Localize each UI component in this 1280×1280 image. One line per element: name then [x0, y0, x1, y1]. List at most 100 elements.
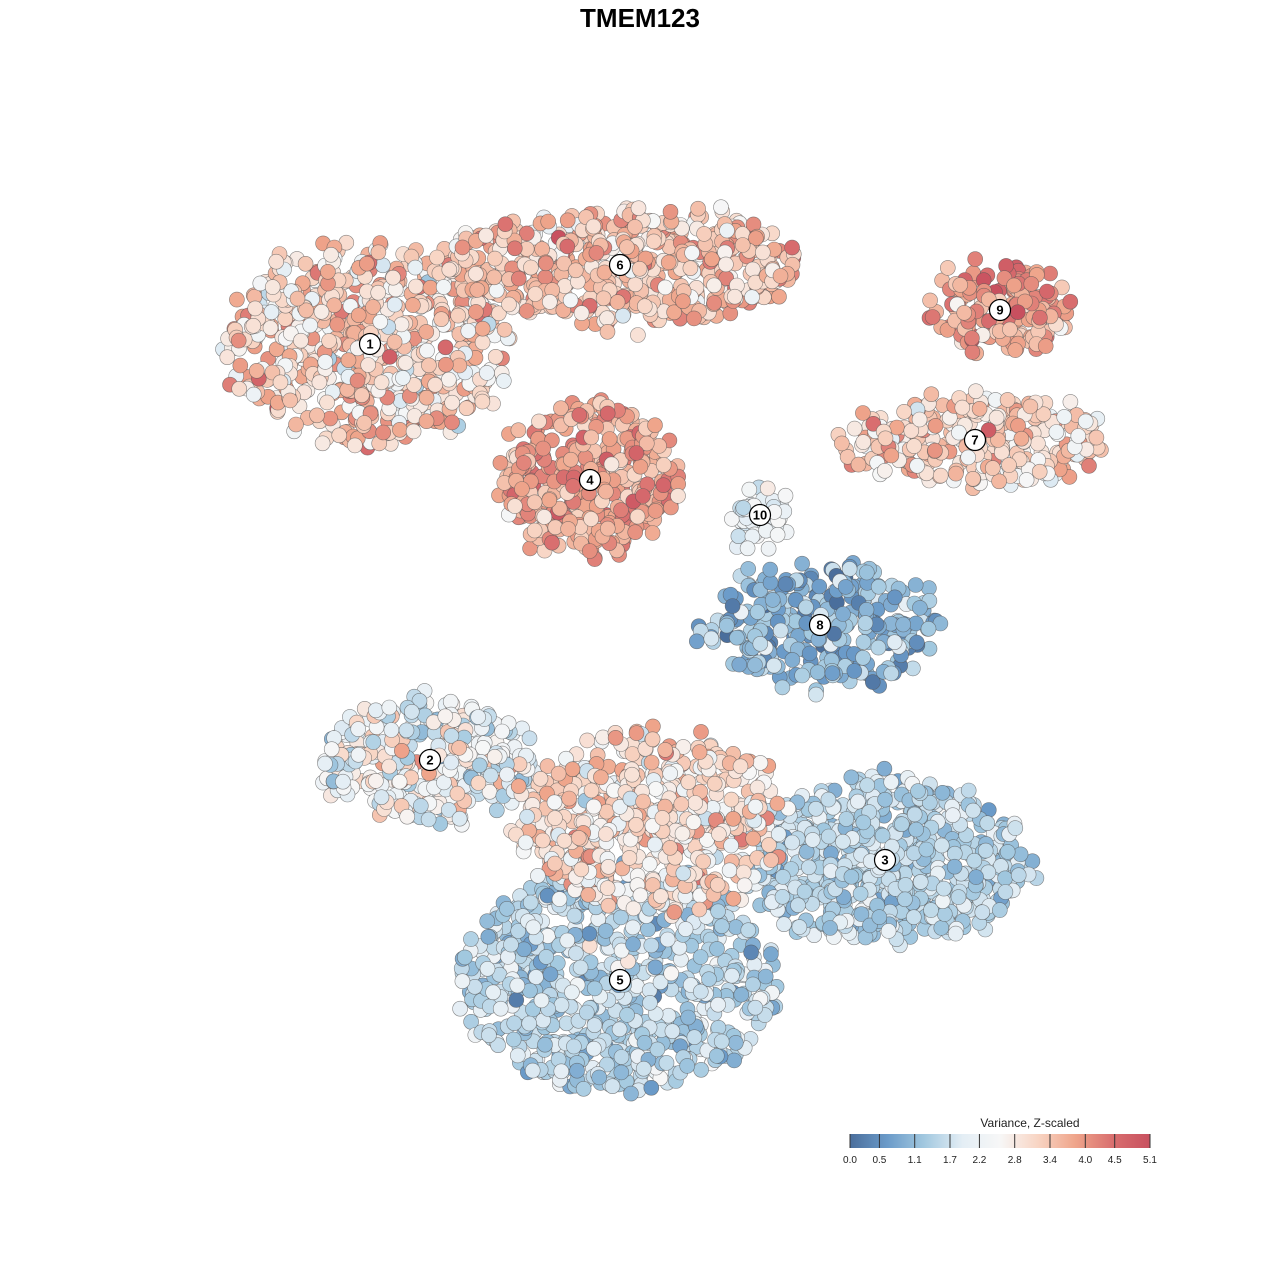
data-point — [485, 984, 501, 1001]
data-point — [353, 387, 370, 404]
data-point — [688, 633, 705, 650]
data-point — [277, 311, 294, 327]
data-point — [843, 769, 860, 786]
cluster-label-7: 7 — [963, 428, 987, 452]
data-point — [350, 746, 367, 763]
data-point — [503, 936, 519, 953]
data-point — [739, 540, 756, 557]
data-point — [350, 721, 367, 737]
data-point — [533, 992, 550, 1009]
data-point — [647, 781, 664, 797]
data-point — [456, 949, 473, 966]
data-point — [968, 869, 984, 885]
data-point — [877, 791, 893, 808]
data-point — [886, 634, 903, 651]
data-point — [437, 708, 454, 725]
data-point — [454, 239, 471, 256]
data-point — [628, 725, 645, 741]
data-point — [631, 260, 648, 277]
data-point — [908, 634, 925, 651]
data-point — [730, 528, 747, 545]
data-point — [855, 649, 871, 666]
data-point — [709, 941, 725, 957]
data-point — [747, 657, 763, 673]
data-point — [691, 744, 708, 760]
legend-tick-label: 1.1 — [908, 1155, 922, 1166]
data-point — [766, 657, 782, 674]
data-point — [479, 960, 496, 977]
data-point — [999, 844, 1016, 860]
data-point — [954, 399, 971, 416]
data-point — [706, 295, 723, 311]
data-point — [757, 968, 774, 985]
data-point — [263, 304, 280, 320]
data-point — [368, 773, 384, 789]
data-point — [906, 806, 923, 823]
data-point — [896, 403, 912, 420]
data-point — [509, 1047, 526, 1064]
data-point — [695, 853, 712, 870]
data-point — [734, 237, 751, 253]
data-point — [635, 1060, 652, 1077]
data-point — [537, 1036, 553, 1053]
data-point — [939, 260, 956, 276]
data-point — [232, 357, 249, 374]
data-point — [721, 862, 738, 879]
data-point — [855, 814, 872, 831]
data-point — [1012, 846, 1029, 863]
data-point — [621, 850, 638, 866]
data-point — [893, 816, 910, 833]
cluster-label-text: 3 — [881, 853, 888, 868]
data-point — [559, 238, 576, 255]
data-point — [264, 279, 281, 295]
data-point — [912, 874, 929, 890]
data-point — [572, 959, 589, 976]
data-point — [480, 928, 497, 945]
data-point — [463, 931, 479, 947]
data-point — [530, 867, 546, 884]
data-point — [526, 522, 543, 539]
data-point — [652, 888, 669, 905]
data-point — [984, 460, 1001, 476]
data-point — [494, 723, 510, 740]
data-point — [877, 430, 894, 447]
data-point — [553, 1063, 570, 1080]
data-point — [632, 458, 649, 475]
data-point — [540, 213, 557, 230]
data-point — [288, 416, 304, 433]
data-point — [745, 976, 761, 993]
data-point — [492, 455, 509, 471]
data-point — [381, 349, 398, 365]
data-point — [935, 880, 952, 897]
data-point — [811, 578, 828, 595]
data-point — [798, 599, 814, 616]
cluster-label-text: 1 — [366, 337, 373, 352]
data-point — [713, 1033, 730, 1050]
data-point — [713, 918, 730, 935]
data-point — [763, 946, 779, 962]
data-point — [1070, 428, 1087, 444]
data-point — [979, 815, 996, 832]
data-point — [460, 323, 477, 339]
data-point — [599, 323, 616, 340]
data-point — [450, 307, 466, 324]
data-point — [564, 761, 581, 778]
data-point — [967, 383, 984, 400]
data-point — [534, 832, 551, 849]
data-point — [578, 1004, 595, 1021]
data-point — [876, 760, 893, 777]
data-point — [808, 686, 824, 703]
data-point — [619, 239, 635, 255]
data-point — [743, 944, 759, 961]
data-point — [784, 834, 800, 851]
data-point — [356, 415, 373, 431]
data-point — [948, 465, 964, 482]
data-point — [451, 810, 468, 827]
data-point — [718, 256, 734, 273]
data-point — [647, 836, 663, 853]
cluster-label-10: 10 — [748, 503, 772, 527]
data-point — [525, 919, 542, 936]
data-point — [372, 313, 389, 330]
data-point — [997, 870, 1013, 887]
data-point — [561, 790, 577, 807]
